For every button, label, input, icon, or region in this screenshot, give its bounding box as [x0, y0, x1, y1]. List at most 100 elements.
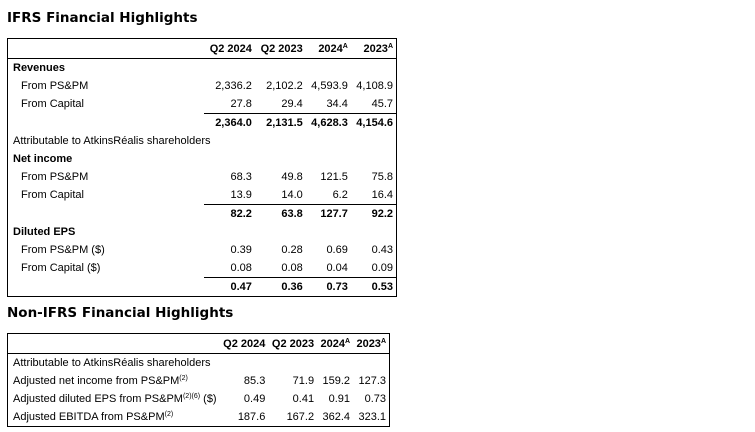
value-cell: 85.3 [243, 375, 266, 387]
non-ifrs-title: Non-IFRS Financial Highlights [7, 305, 234, 321]
section-label: Diluted EPS [13, 226, 76, 238]
column-header: Q2 2023 [254, 38, 306, 59]
row-label: From PS&PM [21, 80, 89, 92]
table-row: From PS&PM 2,336.2 2,102.2 4,593.9 4,108.9 [8, 77, 397, 95]
column-header-label: 2023 [356, 337, 381, 350]
value-cell: 187.6 [237, 411, 266, 423]
total-row: 82.2 63.8 127.7 92.2 [8, 204, 397, 224]
value-cell: 0.28 [281, 244, 303, 256]
total-row: 2,364.0 2,131.5 4,628.3 4,154.6 [8, 113, 397, 133]
total-blank [8, 114, 205, 133]
value-cell: 0.04 [326, 262, 348, 274]
row-label: Adjusted diluted EPS from PS&PM(2)(6) ($… [8, 390, 220, 408]
column-header: 2023A [350, 38, 397, 59]
row-label: Adjusted net income from PS&PM(2) [8, 372, 220, 390]
table-row: From PS&PM 68.3 49.8 121.5 75.8 [8, 168, 397, 186]
value-cell: 0.09 [371, 262, 393, 274]
header-blank [7, 38, 204, 59]
value-cell: 0.73 [305, 277, 351, 297]
value-cell: 0.08 [281, 262, 303, 274]
footnote-ref: (2)(6) [182, 393, 201, 400]
total-blank [8, 205, 205, 224]
column-header-label: 2023 [363, 42, 388, 55]
attributable-row: Attributable to AtkinsRéalis shareholder… [8, 132, 397, 150]
ifrs-table: Q2 2024 Q2 2023 2024A 2023A Revenues From PS&… [7, 38, 397, 297]
value-cell: 6.2 [332, 189, 348, 201]
row-label-suffix: ($) [200, 393, 217, 405]
section-header-row: Net income [8, 150, 397, 168]
value-cell: 92.2 [350, 204, 397, 223]
value-cell: 34.4 [326, 98, 348, 110]
table-row: From Capital ($) 0.08 0.08 0.04 0.09 [8, 259, 397, 278]
section-label: Revenues [13, 62, 65, 74]
table-row: From Capital 13.9 14.0 6.2 16.4 [8, 186, 397, 205]
value-cell: 13.9 [230, 189, 252, 201]
table-row: From Capital 27.8 29.4 34.4 45.7 [8, 95, 397, 114]
value-cell: 14.0 [281, 189, 303, 201]
value-cell: 0.39 [230, 244, 252, 256]
section-note: Attributable to AtkinsRéalis shareholder… [13, 357, 211, 369]
column-header-label: Q2 2024 [223, 337, 266, 350]
section-header-row: Revenues [8, 59, 397, 78]
value-cell: 71.9 [292, 375, 315, 387]
value-cell: 0.47 [204, 277, 255, 297]
row-label: From PS&PM [21, 171, 89, 183]
column-header-label: 2024 [320, 337, 345, 350]
value-cell: 0.41 [292, 393, 315, 405]
value-cell: 68.3 [230, 171, 252, 183]
column-header-note: A [342, 42, 348, 50]
column-header-label: Q2 2023 [271, 337, 315, 350]
value-cell: 2,364.0 [204, 113, 255, 132]
value-cell: 0.08 [230, 262, 252, 274]
value-cell: 75.8 [371, 171, 393, 183]
attributable-row: Attributable to AtkinsRéalis shareholder… [8, 354, 390, 373]
ifrs-title: IFRS Financial Highlights [7, 10, 198, 26]
column-header: Q2 2023 [268, 333, 318, 354]
value-cell: 2,102.2 [266, 80, 303, 92]
value-cell: 362.4 [322, 411, 351, 423]
row-label-text: Adjusted net income from PS&PM [13, 375, 180, 387]
value-cell: 4,593.9 [311, 80, 348, 92]
row-label: From Capital [21, 189, 84, 202]
value-cell: 27.8 [230, 98, 252, 110]
value-cell: 4,108.9 [356, 80, 393, 92]
value-cell: 16.4 [371, 189, 393, 201]
value-cell: 127.3 [358, 375, 386, 387]
value-cell: 127.7 [305, 204, 351, 223]
value-cell: 45.7 [371, 98, 393, 110]
row-label: Adjusted EBITDA from PS&PM(2) [8, 408, 220, 427]
column-header: Q2 2024 [204, 38, 255, 59]
column-header-note: A [380, 337, 386, 345]
value-cell: 0.36 [254, 277, 306, 297]
value-cell: 323.1 [358, 411, 386, 423]
header-row: Q2 2024 Q2 2023 2024A 2023A [7, 333, 390, 354]
column-header-label: Q2 2024 [209, 42, 252, 55]
value-cell: 0.69 [326, 244, 348, 256]
table-row: Adjusted net income from PS&PM(2) 85.3 71.… [8, 372, 390, 390]
value-cell: 0.73 [364, 393, 386, 405]
row-label: From Capital [21, 98, 84, 111]
value-cell: 82.2 [204, 204, 255, 223]
column-header: Q2 2024 [219, 333, 269, 354]
value-cell: 167.2 [286, 411, 315, 423]
row-label: From PS&PM ($) [21, 244, 105, 256]
table-row: Adjusted EBITDA from PS&PM(2) 187.6 167.2 3… [8, 408, 390, 427]
value-cell: 49.8 [281, 171, 303, 183]
column-header: 2024A [317, 333, 354, 354]
value-cell: 4,628.3 [305, 113, 351, 132]
value-cell: 0.43 [371, 244, 393, 256]
section-label: Net income [13, 153, 73, 165]
row-label: From Capital ($) [21, 262, 101, 275]
section-header-row: Diluted EPS [8, 223, 397, 241]
column-header: 2023A [353, 333, 390, 354]
value-cell: 159.2 [322, 375, 351, 387]
section-note: Attributable to AtkinsRéalis shareholder… [13, 135, 211, 147]
column-header-label: 2024 [318, 42, 343, 55]
value-cell: 0.53 [350, 277, 397, 297]
row-label-text: Adjusted diluted EPS from PS&PM [13, 393, 183, 405]
value-cell: 121.5 [320, 171, 348, 183]
footnote-ref: (2) [164, 411, 174, 418]
row-label-text: Adjusted EBITDA from PS&PM [13, 411, 165, 423]
column-header: 2024A [305, 38, 351, 59]
header-blank [7, 333, 220, 354]
